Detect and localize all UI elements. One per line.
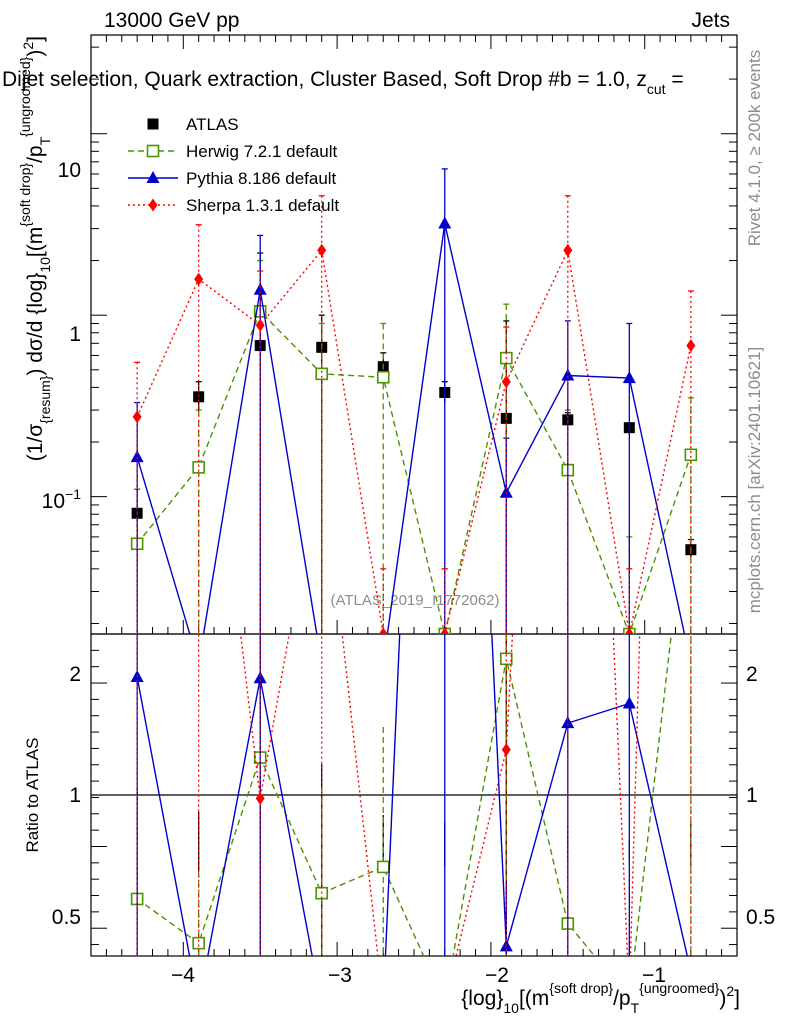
plot-title-tail: = (666, 68, 684, 91)
herwig-legend-marker (146, 144, 160, 158)
sherpa-ratio-point (379, 998, 388, 1011)
sherpa-point (440, 627, 450, 634)
herwig-ratio-line (136, 634, 673, 956)
pythia-line (136, 223, 686, 634)
rivet-label: Rivet 4.1.0, ≥ 200k events (745, 50, 764, 246)
ratio-series-layer (130, 634, 697, 1012)
sherpa-legend-marker (148, 198, 158, 212)
main-series-layer (130, 168, 698, 669)
pythia-ratio-point (561, 716, 575, 729)
x-tick-minus3: −3 (328, 964, 352, 987)
pythia-point (438, 216, 452, 229)
herwig-point (315, 367, 329, 381)
pythia-ratio-point (684, 964, 697, 976)
pythia-ratio-point (377, 999, 390, 1011)
sherpa-point (317, 243, 327, 257)
atlas-legend-marker (147, 118, 159, 130)
pythia-point (499, 485, 513, 498)
sherpa-point (255, 318, 265, 332)
sherpa-ratio-point (440, 996, 449, 1009)
analysis-watermark: (ATLAS_2019_I1772062) (330, 592, 499, 609)
atlas-legend-label: ATLAS (186, 115, 239, 134)
legend: ATLAS Herwig 7.2.1 default Pythia 8.186 de… (128, 115, 339, 215)
sherpa-point (624, 627, 634, 634)
pythia-ratio-point (253, 671, 267, 684)
pythia-point (192, 657, 205, 669)
herwig-point (376, 370, 390, 384)
main-y-tick-0.1: 10−1 (42, 486, 82, 513)
ratio-y-tick-0.5-right: 0.5 (746, 906, 775, 929)
sherpa-point (501, 375, 511, 389)
herwig-point (684, 448, 698, 462)
pythia-point (253, 282, 267, 295)
ratio-y-tick-1-right: 1 (746, 784, 758, 807)
pythia-legend-marker (146, 171, 160, 183)
mcplots-label: mcplots.cern.ch [arXiv:2401.10621] (745, 347, 764, 613)
header-right: Jets (691, 9, 730, 32)
herwig-ratio-point (376, 860, 390, 874)
ratio-y-tick-2: 2 (69, 663, 81, 686)
plot-title: Dijet selection, Quark extraction, Clust… (2, 68, 684, 97)
pythia-point (561, 368, 575, 381)
herwig-ratio-point (192, 936, 205, 950)
x-tick-minus1: −1 (642, 964, 666, 987)
x-tick-minus4: −4 (171, 964, 195, 987)
ratio-y-tick-1: 1 (69, 784, 81, 807)
atlas-point (193, 391, 205, 403)
plot-title-main: Dijet selection, Quark extraction, Clust… (2, 68, 647, 91)
pythia-ratio-point (622, 696, 636, 709)
herwig-ratio-point (439, 997, 450, 1008)
plot-title-cut: cut (647, 81, 666, 97)
ratio-y-tick-0.5: 0.5 (52, 906, 81, 929)
pythia-ratio-point (315, 1000, 328, 1012)
y-axis-label-ratio: Ratio to ATLAS (23, 738, 42, 853)
main-y-tick-10: 10 (58, 159, 81, 182)
pythia-legend-label: Pythia 8.186 default (186, 169, 337, 188)
herwig-line (136, 310, 692, 634)
pythia-point (130, 450, 144, 463)
herwig-legend-label: Herwig 7.2.1 default (186, 142, 337, 161)
y-axis-label-main: (1/σ{resum}) dσ/d {log}10[(m{soft drop}/… (17, 36, 53, 461)
sherpa-point (563, 243, 573, 257)
sherpa-legend-label: Sherpa 1.3.1 default (186, 196, 339, 215)
sherpa-point (378, 627, 388, 634)
sherpa-point (194, 272, 204, 286)
pythia-ratio-line (136, 634, 689, 956)
pythia-ratio-point (192, 997, 205, 1009)
sherpa-point (686, 339, 696, 353)
sherpa-ratio-point (501, 743, 511, 757)
main-y-tick-1: 1 (69, 323, 81, 346)
herwig-point (192, 461, 205, 474)
sherpa-ratio-point (255, 791, 265, 805)
pythia-point (622, 371, 636, 384)
pythia-point (377, 657, 390, 669)
x-tick-minus2: −2 (485, 964, 509, 987)
x-axis-label: {log}10[(m{soft drop}/pT{ungroomed})2] (461, 980, 740, 1016)
header-left: 13000 GeV pp (104, 9, 239, 32)
sherpa-point (132, 410, 142, 424)
ratio-y-tick-2-right: 2 (746, 663, 758, 686)
